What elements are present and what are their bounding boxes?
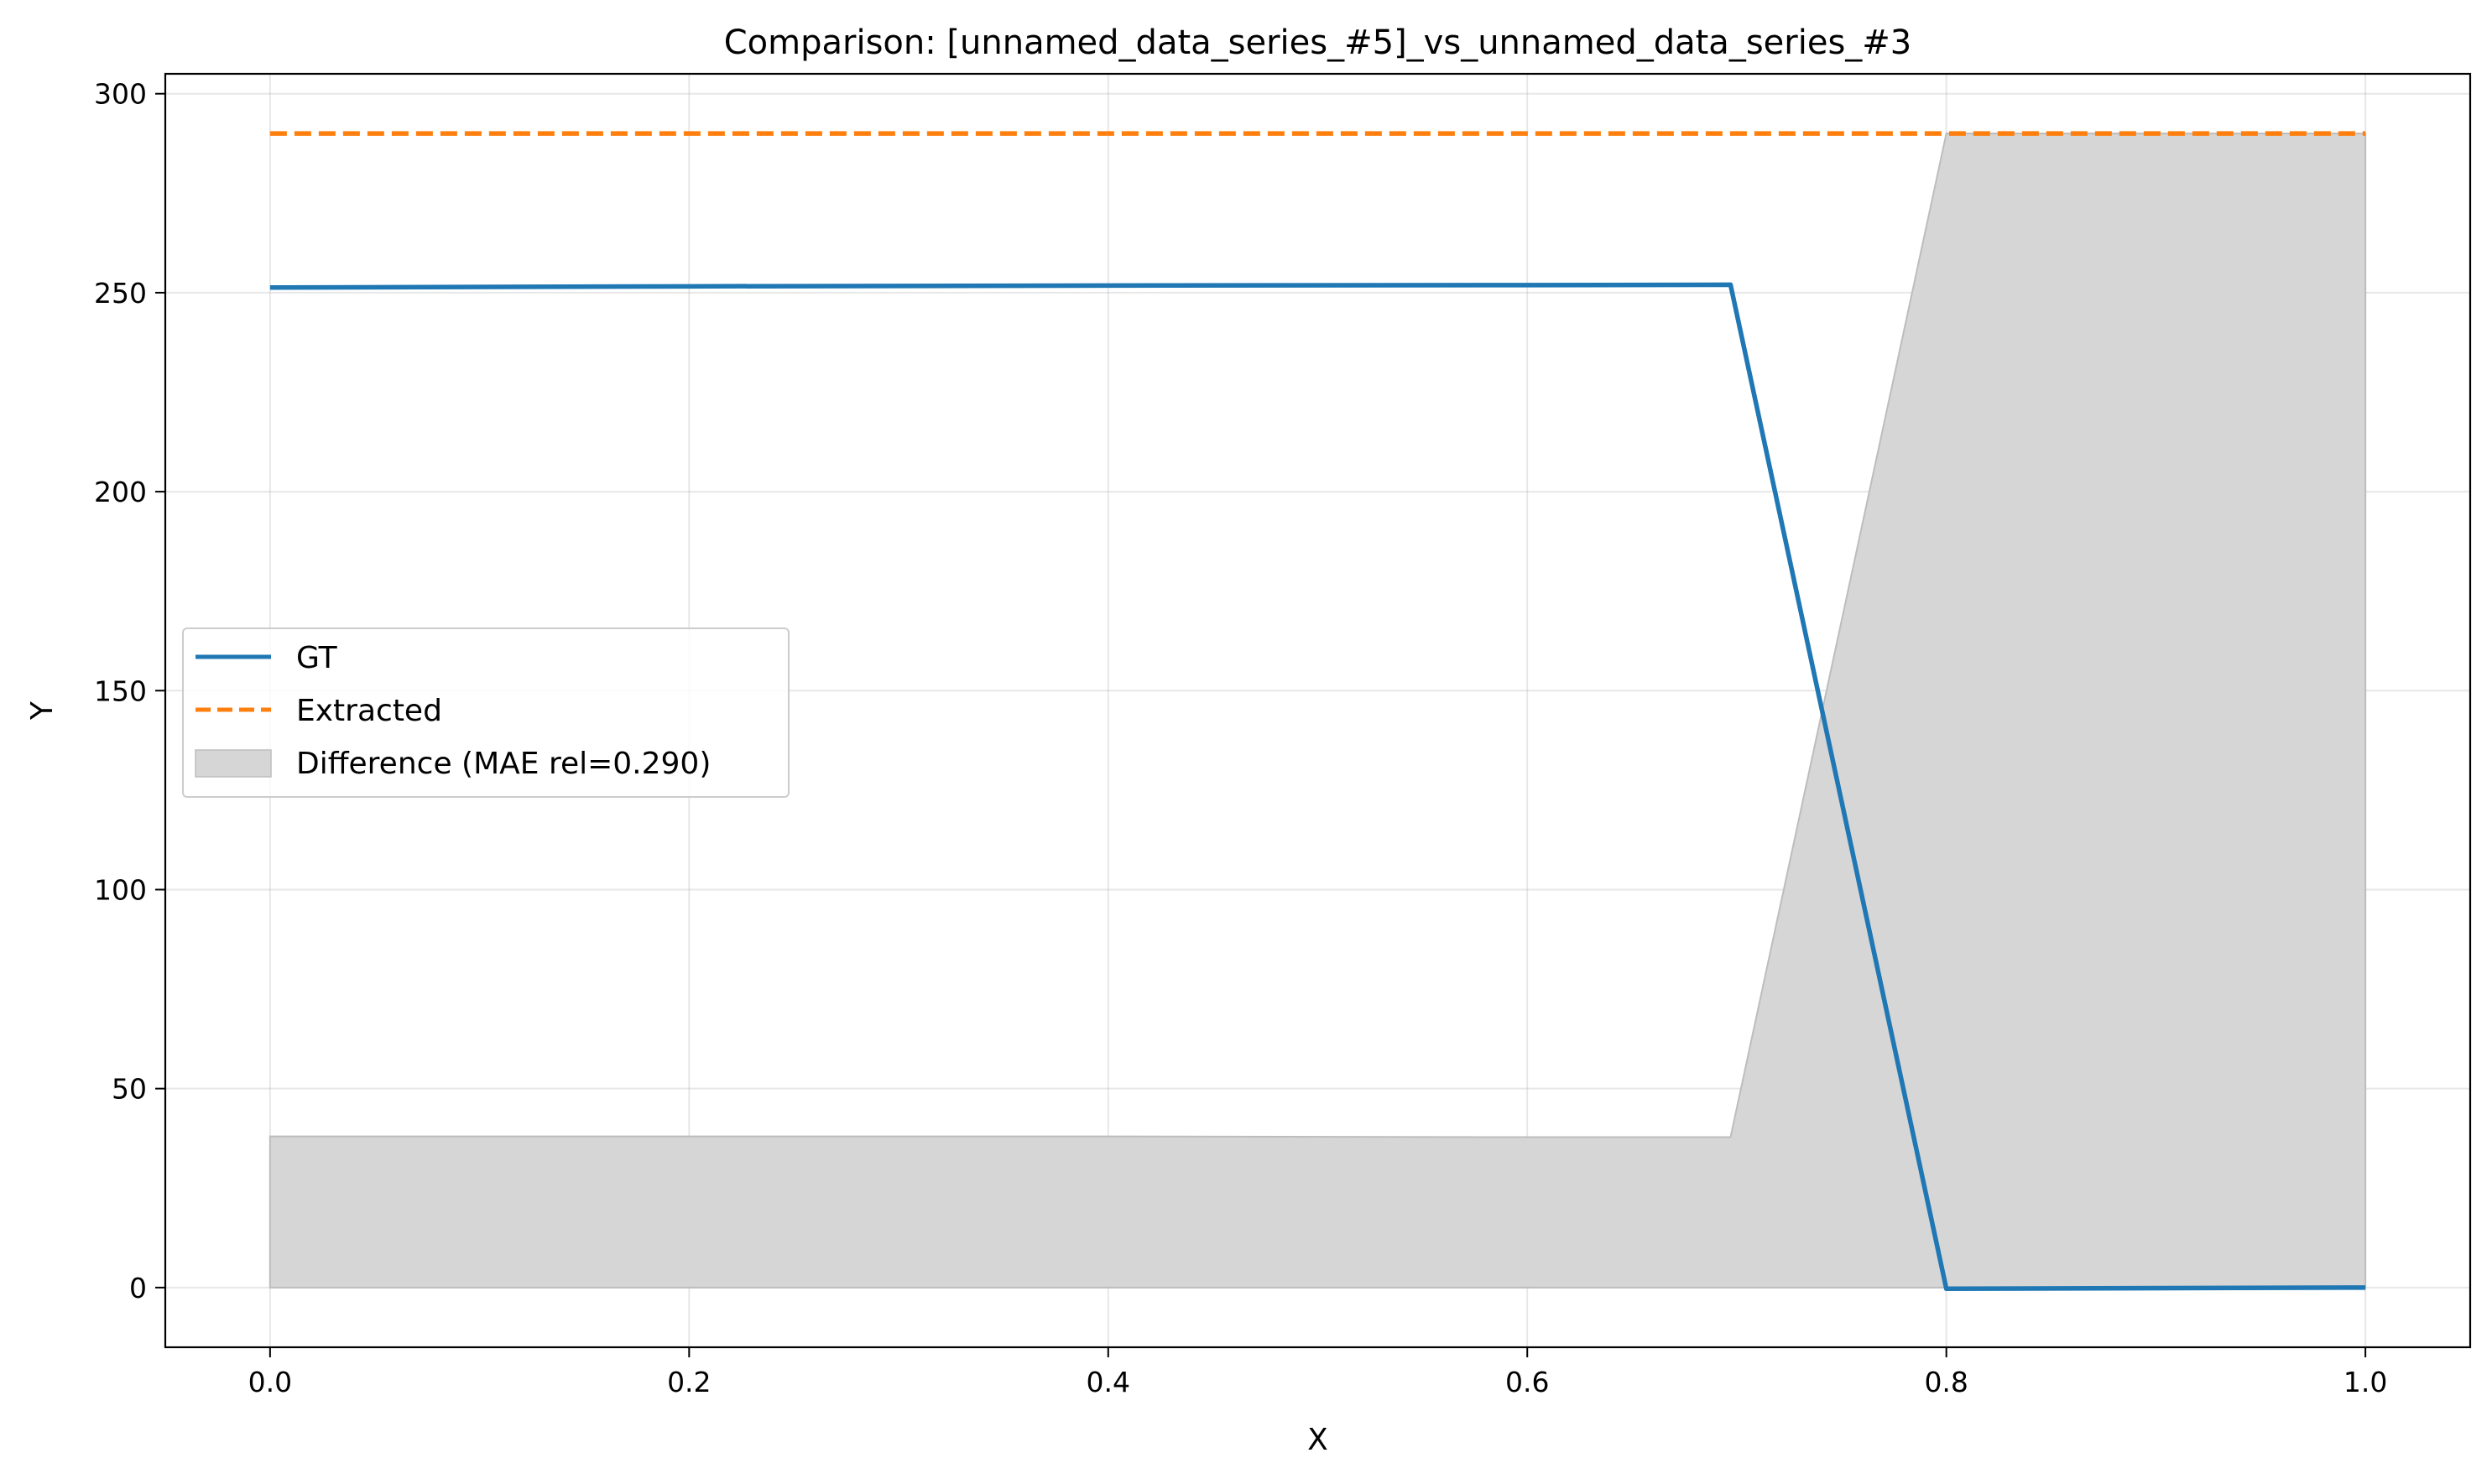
- y-tick-label: 0: [129, 1272, 147, 1304]
- legend-difference-swatch: [195, 749, 272, 778]
- x-axis-label: X: [1307, 1423, 1328, 1457]
- legend-gt-label: GT: [296, 641, 338, 675]
- y-axis-label: Y: [25, 700, 60, 721]
- y-tick-label: 200: [94, 476, 147, 508]
- x-tick-label: 0.0: [248, 1366, 292, 1398]
- difference-area: [268, 133, 2367, 1289]
- legend: GT Extracted Difference (MAE rel=0.290): [182, 627, 790, 798]
- legend-extracted-label: Extracted: [296, 694, 442, 728]
- axis-ticks: 0.0 0.2 0.4 0.6 0.8 1.0 0 50 100 150 200 250 300: [94, 78, 2387, 1398]
- x-tick-label: 0.4: [1087, 1366, 1130, 1398]
- chart-title: Comparison: [unnamed_data_series_#5]_vs_…: [724, 23, 1912, 62]
- legend-box: [182, 627, 790, 798]
- x-tick-label: 0.8: [1924, 1366, 1968, 1398]
- series-line-gt: [269, 282, 2366, 1292]
- x-tick-label: 1.0: [2343, 1366, 2387, 1398]
- y-tick-label: 100: [94, 873, 147, 906]
- x-tick-label: 0.2: [667, 1366, 711, 1398]
- y-tick-label: 300: [94, 78, 147, 111]
- series-lines: [269, 131, 2366, 1292]
- difference-fill: [268, 133, 2367, 1289]
- legend-difference-label: Difference (MAE rel=0.290): [296, 747, 711, 781]
- y-tick-label: 50: [112, 1073, 147, 1106]
- x-tick-label: 0.6: [1505, 1366, 1549, 1398]
- y-tick-label: 250: [94, 277, 147, 310]
- plot-frame: [164, 72, 2472, 1349]
- y-tick-label: 150: [94, 674, 147, 707]
